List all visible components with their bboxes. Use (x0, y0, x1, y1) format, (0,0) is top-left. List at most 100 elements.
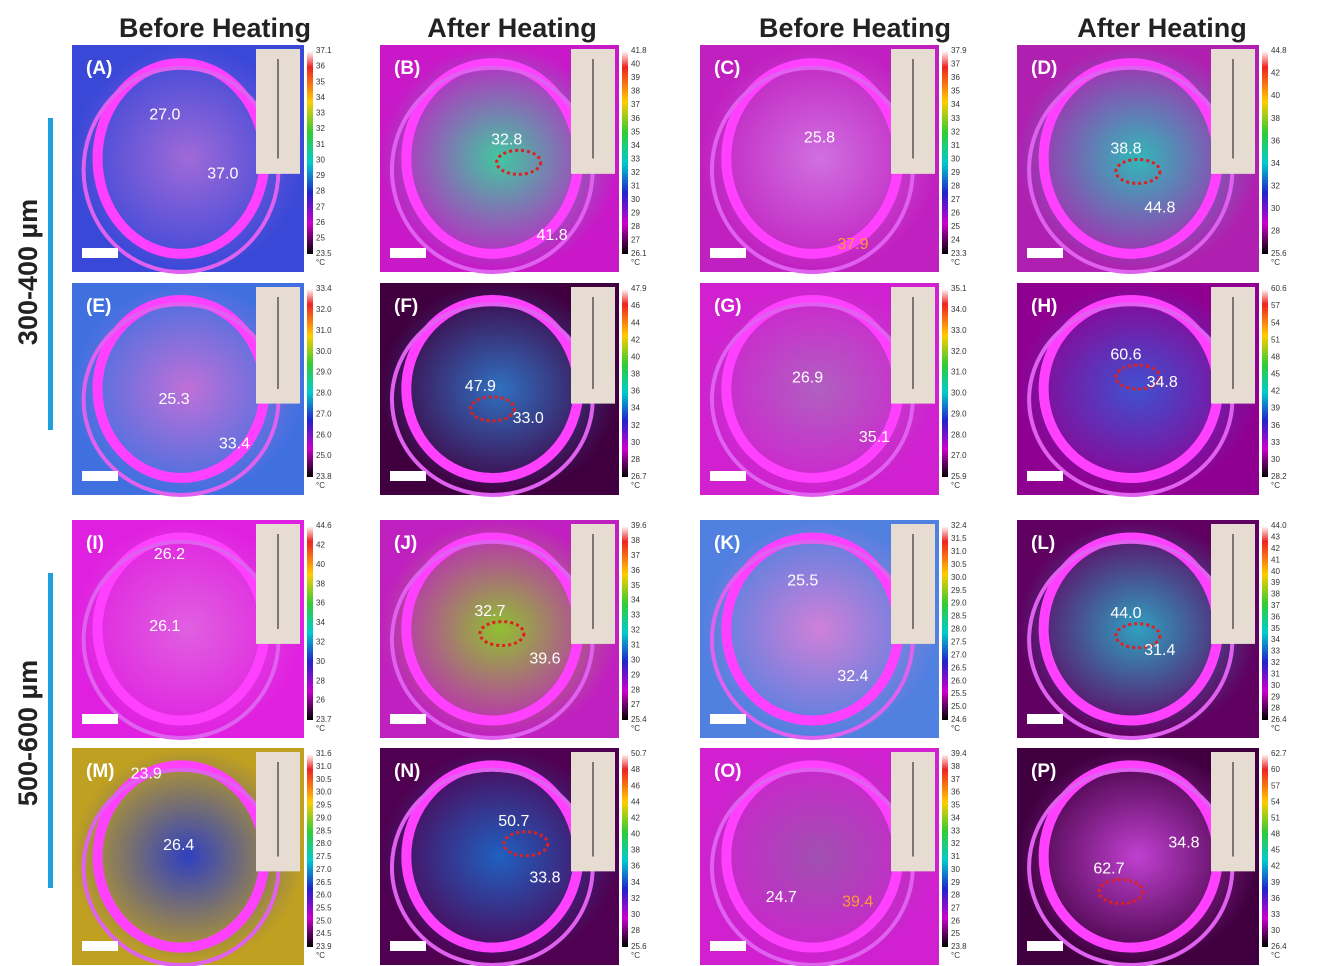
colorbar-unit: °C (316, 951, 325, 960)
scale-bar (1027, 248, 1063, 258)
colorbar-tick-label: 40 (1271, 567, 1280, 576)
colorbar-tick-label: 29.5 (316, 801, 332, 810)
colorbar-tick-label: 34 (951, 813, 960, 822)
panel-label: (D) (1031, 58, 1057, 79)
colorbar-tick-label: 31 (951, 141, 960, 150)
colorbar (622, 754, 628, 947)
panel-label: (C) (714, 58, 740, 79)
colorbar-tick-label: 29.0 (951, 409, 967, 418)
temperature-reading: 26.4 (163, 837, 194, 854)
colorbar-tick-label: 31.0 (316, 762, 332, 771)
colorbar-tick-label: 43 (1271, 533, 1280, 542)
colorbar-tick-label: 23.8 (316, 472, 332, 481)
colorbar-tick-label: 26 (316, 696, 325, 705)
colorbar-tick-label: 26.0 (951, 676, 967, 685)
colorbar-tick-label: 34 (1271, 635, 1280, 644)
colorbar-tick-label: 27 (631, 236, 640, 245)
figure: Before HeatingAfter HeatingBefore Heatin… (0, 0, 1331, 966)
scale-bar (390, 714, 426, 724)
colorbar-tick-label: 41.8 (631, 46, 647, 55)
colorbar-tick-label: 28 (951, 891, 960, 900)
colorbar-tick-label: 46 (631, 301, 640, 310)
colorbar-tick-label: 27.5 (316, 852, 332, 861)
colorbar-tick-label: 44 (631, 318, 640, 327)
colorbar-tick-label: 29 (316, 171, 325, 180)
colorbar-tick-label: 25 (316, 233, 325, 242)
colorbar-unit: °C (316, 724, 325, 733)
colorbar-tick-label: 30 (951, 154, 960, 163)
colorbar-tick-label: 27 (951, 195, 960, 204)
panel-label: (L) (1031, 533, 1055, 554)
temperature-reading: 39.6 (529, 651, 560, 668)
colorbar-tick-label: 31 (1271, 669, 1280, 678)
colorbar-tick-label: 30.0 (316, 347, 332, 356)
panel-label: (O) (714, 761, 741, 782)
colorbar-tick-label: 36 (316, 62, 325, 71)
colorbar-tick-label: 25.0 (316, 451, 332, 460)
column-header: After Heating (1077, 13, 1247, 43)
colorbar-tick-label: 37.1 (316, 46, 332, 55)
scale-bar (82, 248, 118, 258)
temperature-reading: 33.0 (513, 410, 544, 427)
colorbar-tick-label: 30 (631, 655, 640, 664)
colorbar-tick-label: 40 (631, 352, 640, 361)
colorbar-unit: °C (951, 724, 960, 733)
colorbar-tick-label: 33 (951, 114, 960, 123)
row-bar (48, 573, 53, 888)
colorbar-tick-label: 26.4 (1271, 942, 1287, 951)
colorbar-tick-label: 29.5 (951, 586, 967, 595)
colorbar-tick-label: 32 (1271, 181, 1280, 190)
colorbar-tick-label: 38 (1271, 590, 1280, 599)
colorbar-tick-label: 33 (951, 826, 960, 835)
colorbar-tick-label: 37 (951, 775, 960, 784)
colorbar-tick-label: 35 (631, 127, 640, 136)
colorbar-tick-label: 44 (631, 797, 640, 806)
colorbar-tick-label: 32 (951, 127, 960, 136)
colorbar (622, 51, 628, 254)
column-header: Before Heating (119, 13, 311, 43)
colorbar-tick-label: 23.9 (316, 942, 332, 951)
colorbar-tick-label: 48 (1271, 830, 1280, 839)
colorbar-tick-label: 30 (631, 195, 640, 204)
colorbar (1262, 51, 1268, 254)
colorbar-tick-label: 30 (1271, 455, 1280, 464)
temperature-reading: 44.8 (1144, 200, 1175, 217)
temperature-reading: 32.4 (837, 668, 868, 685)
colorbar-tick-label: 30 (1271, 204, 1280, 213)
colorbar-tick-label: 27.0 (316, 865, 332, 874)
colorbar (622, 526, 628, 720)
colorbar-tick-label: 31 (631, 181, 640, 190)
colorbar-tick-label: 25.9 (951, 472, 967, 481)
panel-label: (H) (1031, 296, 1057, 317)
colorbar-tick-label: 32 (316, 124, 325, 133)
scale-bar (710, 471, 746, 481)
colorbar-tick-label: 38 (631, 536, 640, 545)
colorbar-tick-label: 38 (631, 846, 640, 855)
colorbar-tick-label: 36 (951, 788, 960, 797)
scale-bar (1027, 941, 1063, 951)
colorbar-tick-label: 31.0 (951, 368, 967, 377)
column-header: After Heating (427, 13, 597, 43)
colorbar-tick-label: 28.0 (951, 625, 967, 634)
colorbar-tick-label: 33 (631, 154, 640, 163)
temperature-reading: 44.0 (1110, 605, 1141, 622)
colorbar (942, 289, 948, 477)
colorbar-tick-label: 27.0 (316, 409, 332, 418)
colorbar (307, 754, 313, 947)
colorbar-unit: °C (631, 481, 640, 490)
colorbar-tick-label: 48 (1271, 352, 1280, 361)
colorbar-tick-label: 51 (1271, 335, 1280, 344)
colorbar-tick-label: 54 (1271, 797, 1280, 806)
temperature-reading: 38.8 (1110, 141, 1141, 158)
colorbar-tick-label: 33 (1271, 438, 1280, 447)
colorbar-tick-label: 34 (631, 404, 640, 413)
colorbar-tick-label: 32 (631, 168, 640, 177)
colorbar-tick-label: 47.9 (631, 284, 647, 293)
colorbar-tick-label: 29.0 (951, 599, 967, 608)
colorbar-tick-label: 29 (631, 670, 640, 679)
colorbar-tick-label: 57 (1271, 301, 1280, 310)
colorbar-unit: °C (951, 258, 960, 267)
colorbar-tick-label: 32 (1271, 658, 1280, 667)
temperature-reading: 35.1 (859, 429, 890, 446)
colorbar-tick-label: 30.0 (951, 389, 967, 398)
